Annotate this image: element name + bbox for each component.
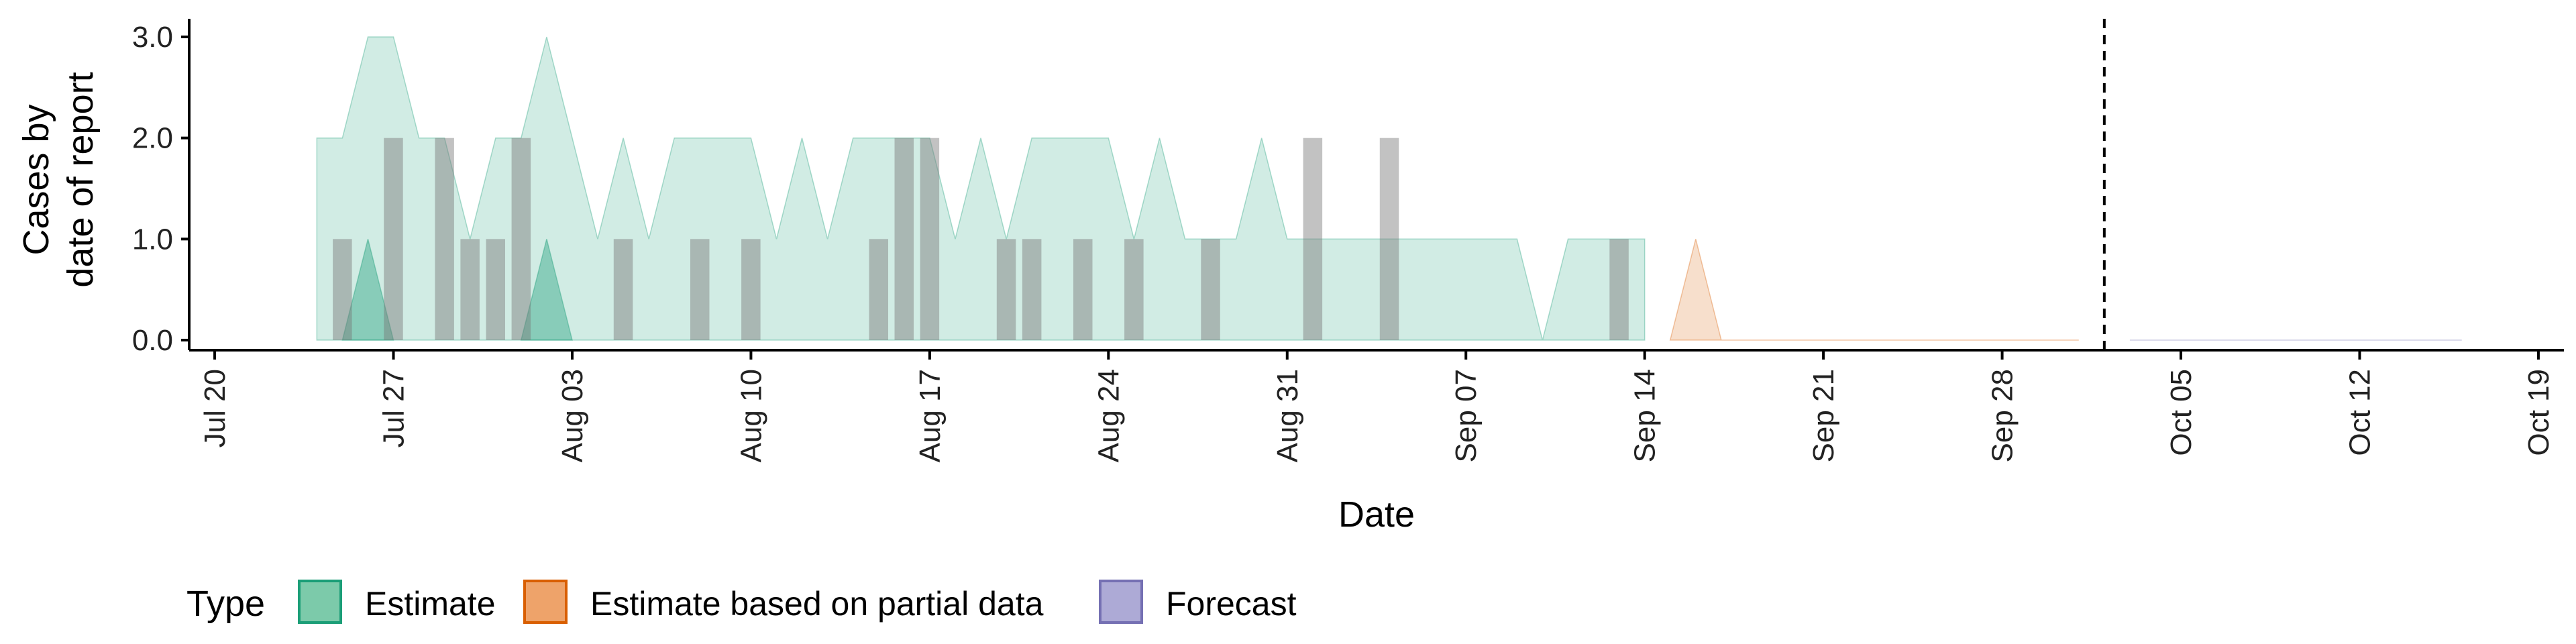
partial-data-band [1669,239,2079,341]
estimate-band-outer [316,36,1646,341]
x-tick-label-11: Oct 05 [2165,369,2198,456]
legend-title: Type [186,584,265,624]
case-bar-6 [511,138,531,340]
y-tick-label-3: 3.0 [132,21,173,54]
legend-label-2: Estimate based on partial data [590,585,1044,623]
legend-key-3 [1099,580,1143,624]
x-tick-label-13: Oct 19 [2522,369,2555,456]
y-axis-title-line-2: date of report [60,72,101,287]
case-bar-7 [613,239,633,340]
case-bar-14 [1022,239,1042,340]
case-bar-19 [1379,138,1399,340]
legend: Type Estimate Estimate based on partial da… [186,580,1297,624]
x-tick-label-5: Aug 24 [1092,369,1125,462]
x-tick-label-0: Jul 20 [199,369,231,447]
x-tick-label-8: Sep 14 [1629,369,1662,462]
legend-key-1 [298,580,342,624]
y-tick-label-2: 2.0 [132,122,173,155]
case-bar-3 [435,138,454,340]
x-tick-label-1: Jul 27 [378,369,411,447]
x-tick-label-3: Aug 10 [735,369,767,462]
y-axis-title-line-1: Cases by [16,104,56,255]
x-tick-label-6: Aug 31 [1271,369,1304,462]
estimate-band-inner-1 [341,239,394,341]
case-bar-2 [384,138,403,340]
legend-label-3: Forecast [1166,585,1297,623]
case-bar-13 [996,239,1016,340]
case-bar-10 [869,239,888,340]
estimate-band-inner-2 [520,239,573,341]
x-tick-label-2: Aug 03 [556,369,589,462]
x-tick-label-12: Oct 12 [2344,369,2377,456]
case-bar-15 [1073,239,1093,340]
y-tick-label-1: 1.0 [132,223,173,256]
case-bar-11 [894,138,914,340]
y-tick-label-0: 0.0 [132,324,173,357]
case-bar-18 [1303,138,1323,340]
plot-area [316,19,2462,350]
case-bar-8 [690,239,710,340]
legend-label-1: Estimate [365,585,496,623]
case-bar-1 [333,239,352,340]
x-tick-label-4: Aug 17 [914,369,947,462]
case-bar-20 [1609,239,1629,340]
case-bar-12 [920,138,940,340]
x-axis-title: Date [1338,494,1415,535]
case-bar-16 [1124,239,1144,340]
case-bar-4 [460,239,480,340]
case-bar-5 [486,239,505,340]
x-tick-label-10: Sep 28 [1986,369,2019,462]
axes: 0.0 1.0 2.0 3.0 Jul 20 Jul 27 Aug 03 Aug 10 Aug … [16,19,2564,535]
case-bar-9 [741,239,761,340]
case-bar-17 [1201,239,1220,340]
x-tick-label-7: Sep 07 [1450,369,1483,462]
x-tick-label-9: Sep 21 [1807,369,1840,462]
legend-key-2 [523,580,568,624]
